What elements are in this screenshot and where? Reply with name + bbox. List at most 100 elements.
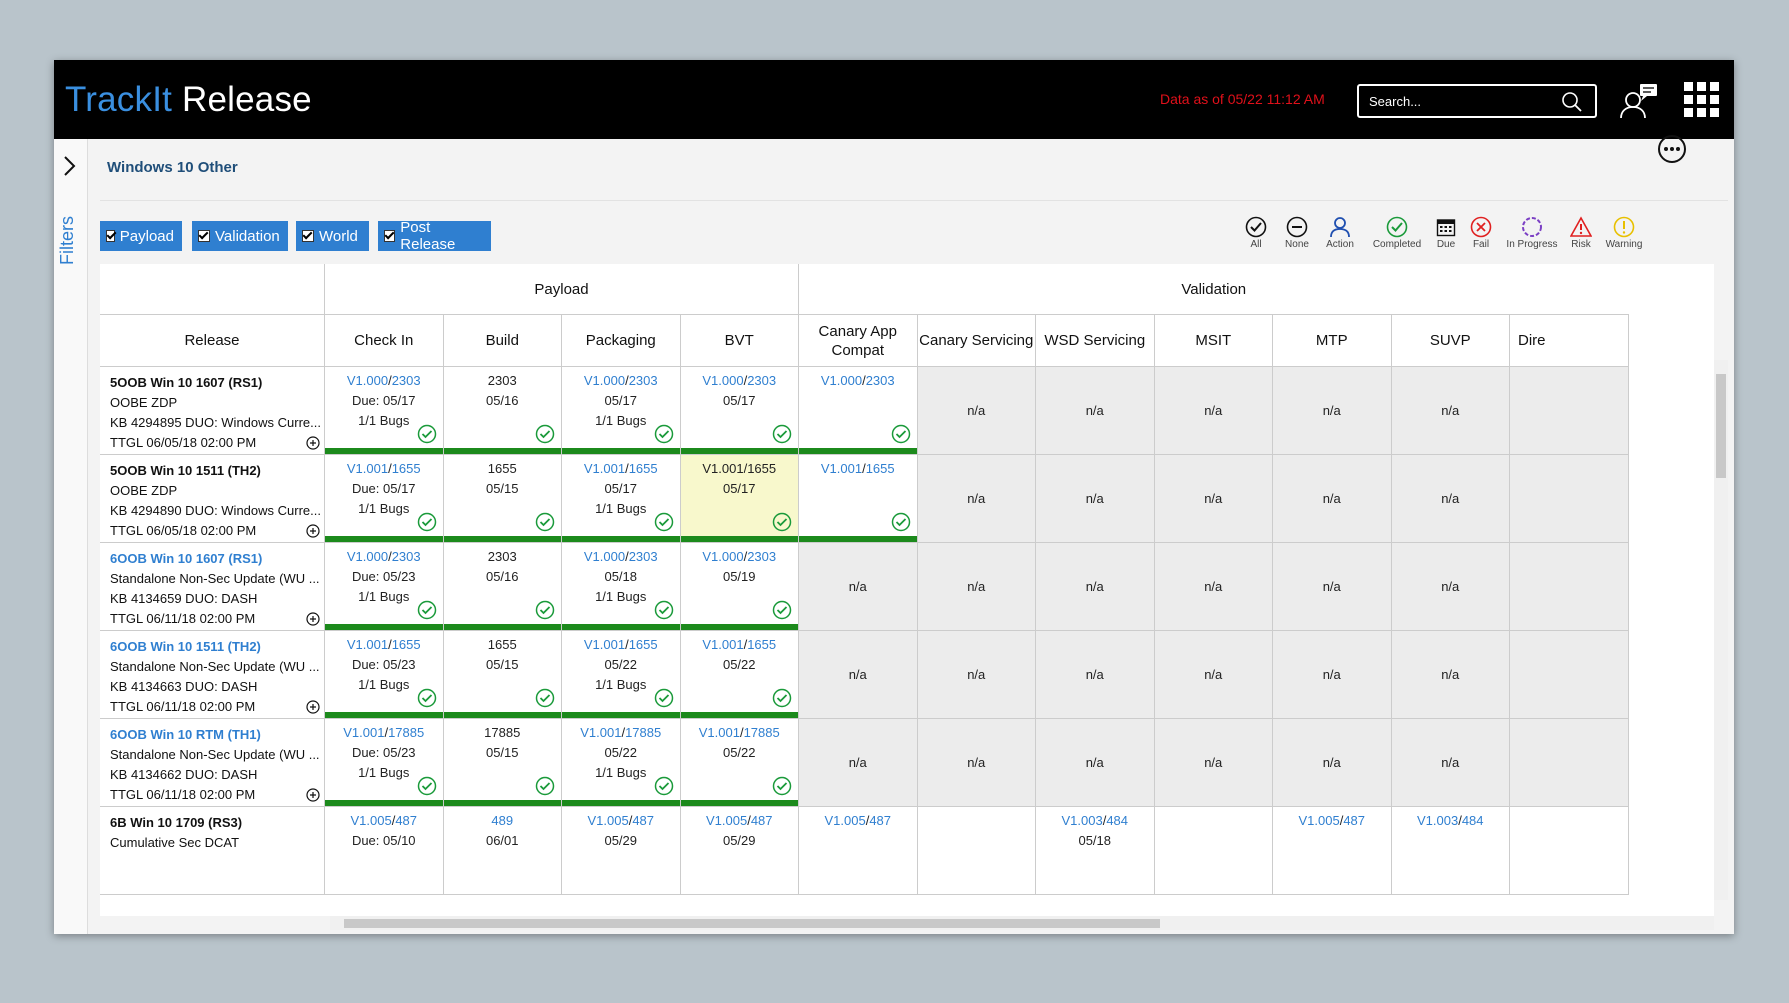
status-cell[interactable]: 1655 05/15 bbox=[443, 631, 562, 719]
version-link[interactable]: V1.001 bbox=[346, 461, 389, 476]
status-cell[interactable]: V1.000/2303 bbox=[799, 367, 918, 455]
vertical-scrollbar[interactable] bbox=[1714, 360, 1728, 900]
status-cell[interactable]: V1.000/2303 05/17 bbox=[680, 367, 799, 455]
version-link[interactable]: V1.001 bbox=[583, 637, 626, 652]
column-header[interactable]: Packaging bbox=[562, 315, 681, 367]
more-options-icon[interactable] bbox=[1657, 134, 1687, 164]
status-cell[interactable]: n/a bbox=[1391, 719, 1510, 807]
status-cell[interactable]: V1.001/1655 05/22 bbox=[680, 631, 799, 719]
version-link[interactable]: V1.001 bbox=[583, 461, 626, 476]
version-link[interactable]: V1.000 bbox=[702, 373, 744, 388]
version-link[interactable]: V1.003 bbox=[1416, 813, 1459, 828]
filter-world[interactable]: World bbox=[296, 221, 369, 251]
filter-post-release[interactable]: Post Release bbox=[378, 219, 491, 253]
build-link[interactable]: 1655 bbox=[628, 461, 658, 476]
legend-action[interactable]: Action bbox=[1320, 215, 1360, 250]
version-link[interactable]: V1.005 bbox=[705, 813, 748, 828]
status-cell[interactable]: n/a bbox=[1154, 367, 1273, 455]
status-cell[interactable]: V1.000/2303 05/17 1/1 Bugs bbox=[562, 367, 681, 455]
build-link[interactable]: 2303 bbox=[628, 373, 658, 388]
build-link[interactable]: 487 bbox=[1343, 813, 1366, 828]
version-link[interactable]: V1.001 bbox=[698, 725, 740, 740]
version-link[interactable]: V1.001 bbox=[346, 637, 389, 652]
status-cell[interactable]: n/a bbox=[917, 367, 1036, 455]
status-cell[interactable]: n/a bbox=[1154, 631, 1273, 719]
legend-fail[interactable]: Fail bbox=[1470, 215, 1492, 250]
column-header[interactable]: Canary App Compat bbox=[799, 315, 918, 367]
app-launcher-icon[interactable] bbox=[1684, 82, 1720, 118]
status-cell[interactable]: V1.001/17885 05/22 bbox=[680, 719, 799, 807]
column-header[interactable]: Dire bbox=[1510, 315, 1629, 367]
status-cell[interactable]: V1.001/1655 Due: 05/23 1/1 Bugs bbox=[325, 631, 444, 719]
status-cell[interactable]: V1.000/2303 05/19 bbox=[680, 543, 799, 631]
version-link[interactable]: V1.001 bbox=[580, 725, 622, 740]
legend-all[interactable]: All bbox=[1244, 215, 1268, 250]
column-header[interactable]: Release bbox=[100, 315, 325, 367]
user-feedback-icon[interactable] bbox=[1619, 82, 1659, 120]
status-cell[interactable]: V1.005/487 bbox=[799, 807, 918, 895]
status-cell[interactable]: n/a bbox=[1391, 543, 1510, 631]
build-link[interactable]: 2303 bbox=[391, 373, 421, 388]
status-cell[interactable]: n/a bbox=[799, 631, 918, 719]
version-link[interactable]: V1.001 bbox=[820, 461, 863, 476]
scroll-thumb[interactable] bbox=[1716, 374, 1726, 478]
legend-completed[interactable]: Completed bbox=[1368, 215, 1426, 250]
version-link[interactable]: V1.003 bbox=[1061, 813, 1103, 828]
status-cell[interactable] bbox=[1510, 455, 1629, 543]
filter-validation[interactable]: Validation bbox=[192, 221, 288, 251]
version-link[interactable]: V1.005 bbox=[1298, 813, 1340, 828]
build-link[interactable]: 17885 bbox=[625, 725, 662, 740]
release-name[interactable]: 6OOB Win 10 RTM (TH1) bbox=[110, 727, 261, 742]
horizontal-scrollbar[interactable] bbox=[330, 916, 1714, 930]
build-link[interactable]: 2303 bbox=[391, 549, 421, 564]
status-cell[interactable]: n/a bbox=[1391, 455, 1510, 543]
build-link[interactable]: 487 bbox=[869, 813, 892, 828]
checkbox-checked-icon[interactable] bbox=[198, 230, 210, 242]
column-header[interactable]: Canary Servicing bbox=[917, 315, 1036, 367]
status-cell[interactable]: V1.005/487 bbox=[1273, 807, 1392, 895]
status-cell[interactable]: n/a bbox=[917, 543, 1036, 631]
status-cell[interactable]: n/a bbox=[1273, 455, 1392, 543]
build-link[interactable]: 17885 bbox=[743, 725, 780, 740]
checkbox-checked-icon[interactable] bbox=[106, 230, 115, 242]
status-cell[interactable]: V1.005/487 05/29 bbox=[680, 807, 799, 895]
status-cell[interactable]: V1.001/1655 bbox=[799, 455, 918, 543]
status-cell[interactable]: n/a bbox=[1273, 719, 1392, 807]
build-link[interactable]: 1655 bbox=[747, 637, 777, 652]
app-brand[interactable]: TrackIt Release bbox=[65, 80, 312, 120]
build-link[interactable]: 1655 bbox=[628, 637, 658, 652]
status-cell[interactable]: n/a bbox=[1036, 367, 1155, 455]
legend-warning[interactable]: Warning bbox=[1602, 215, 1646, 250]
version-link[interactable]: V1.001 bbox=[343, 725, 385, 740]
build-link[interactable]: 2303 bbox=[628, 549, 658, 564]
status-cell[interactable] bbox=[1510, 719, 1629, 807]
version-link[interactable]: V1.000 bbox=[583, 549, 626, 564]
status-cell[interactable]: 2303 05/16 bbox=[443, 367, 562, 455]
column-header[interactable]: Check In bbox=[325, 315, 444, 367]
status-cell[interactable] bbox=[1510, 807, 1629, 895]
cell-value[interactable]: 489 bbox=[491, 813, 514, 828]
release-name[interactable]: 6OOB Win 10 1607 (RS1) bbox=[110, 551, 263, 566]
build-link[interactable]: 484 bbox=[1461, 813, 1484, 828]
column-header[interactable]: MSIT bbox=[1154, 315, 1273, 367]
version-link[interactable]: V1.005 bbox=[824, 813, 866, 828]
build-link[interactable]: 17885 bbox=[388, 725, 425, 740]
release-name[interactable]: 6OOB Win 10 1511 (TH2) bbox=[110, 639, 261, 654]
status-cell[interactable]: n/a bbox=[1154, 543, 1273, 631]
status-cell[interactable]: V1.000/2303 05/18 1/1 Bugs bbox=[562, 543, 681, 631]
expand-plus-icon[interactable] bbox=[306, 436, 320, 450]
status-cell[interactable]: n/a bbox=[1154, 719, 1273, 807]
column-header[interactable]: SUVP bbox=[1391, 315, 1510, 367]
build-link[interactable]: 487 bbox=[395, 813, 418, 828]
expand-plus-icon[interactable] bbox=[306, 700, 320, 714]
status-cell[interactable]: V1.001/1655 Due: 05/17 1/1 Bugs bbox=[325, 455, 444, 543]
status-cell[interactable]: V1.001/17885 Due: 05/23 1/1 Bugs bbox=[325, 719, 444, 807]
legend-none[interactable]: None bbox=[1280, 215, 1314, 250]
status-cell[interactable]: V1.003/484 bbox=[1391, 807, 1510, 895]
expand-plus-icon[interactable] bbox=[306, 612, 320, 626]
build-link[interactable]: 1655 bbox=[391, 637, 421, 652]
status-cell[interactable]: 2303 05/16 bbox=[443, 543, 562, 631]
build-link[interactable]: 2303 bbox=[747, 549, 777, 564]
expand-plus-icon[interactable] bbox=[306, 524, 320, 538]
status-cell[interactable]: n/a bbox=[1036, 631, 1155, 719]
